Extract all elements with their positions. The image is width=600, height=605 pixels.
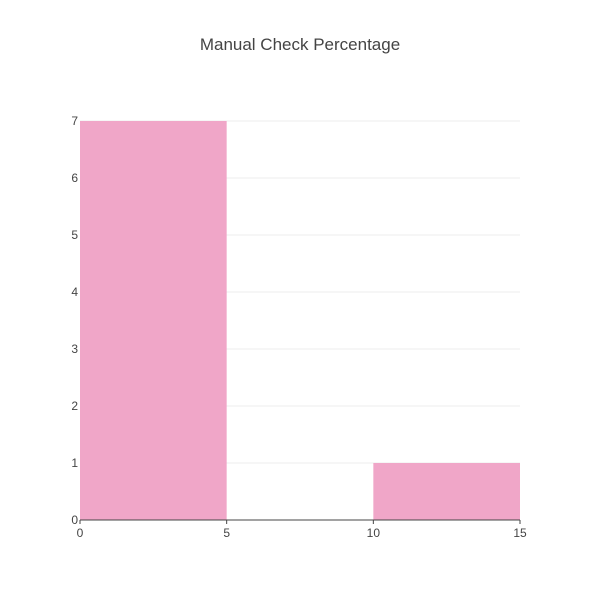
x-tick-label: 0 bbox=[77, 526, 84, 540]
y-tick-label: 4 bbox=[71, 285, 78, 299]
x-tick-label: 10 bbox=[367, 526, 381, 540]
y-tick-label: 7 bbox=[71, 114, 78, 128]
y-tick-label: 5 bbox=[71, 228, 78, 242]
y-tick-label: 3 bbox=[71, 342, 78, 356]
y-tick-label: 0 bbox=[71, 513, 78, 527]
x-tick-label: 5 bbox=[223, 526, 230, 540]
x-tick-label: 15 bbox=[513, 526, 527, 540]
bar-layer bbox=[80, 121, 520, 520]
histogram-bar bbox=[80, 121, 227, 520]
histogram-bar bbox=[373, 463, 520, 520]
chart-title: Manual Check Percentage bbox=[200, 35, 400, 54]
axis-layer: 0 1 2 3 4 5 6 7 0 5 10 15 bbox=[71, 114, 527, 540]
y-tick-label: 6 bbox=[71, 171, 78, 185]
y-tick-label: 2 bbox=[71, 399, 78, 413]
y-tick-label: 1 bbox=[71, 456, 78, 470]
